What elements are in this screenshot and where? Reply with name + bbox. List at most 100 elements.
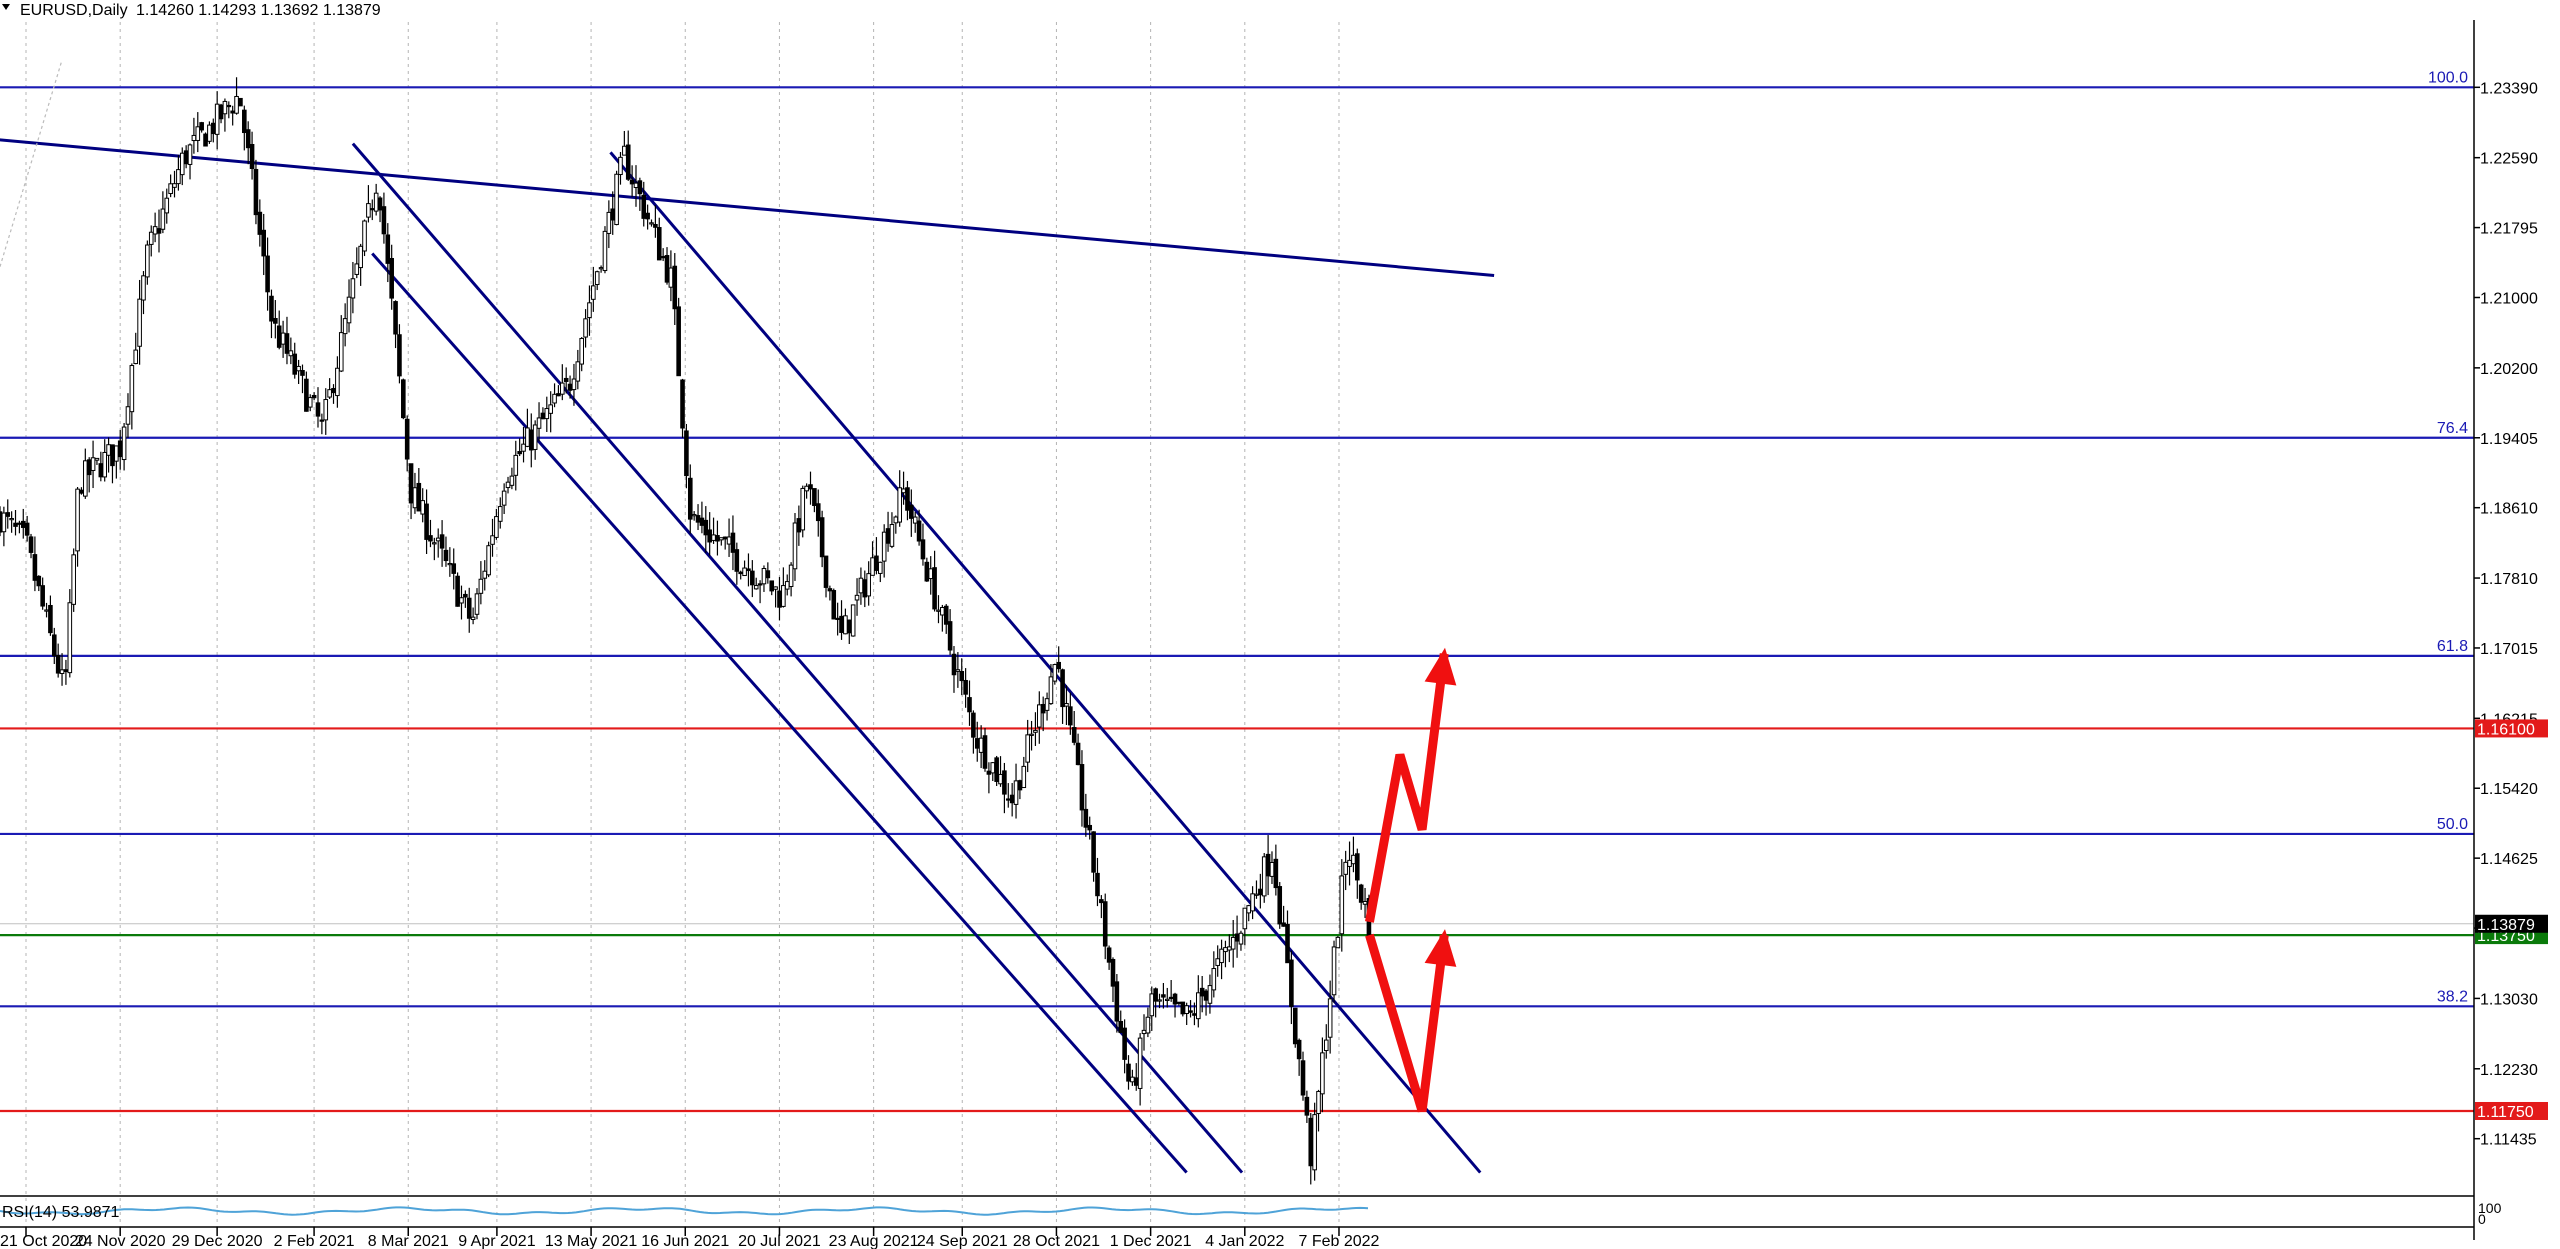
candle [994, 757, 999, 782]
candle [901, 488, 906, 494]
candle [695, 515, 701, 523]
candle [466, 597, 472, 619]
candle [377, 197, 383, 211]
candle [1335, 936, 1341, 949]
level-badge-label: 1.11750 [2477, 1104, 2534, 1121]
candle [1331, 946, 1337, 996]
candle [567, 383, 573, 391]
candle [1013, 780, 1019, 805]
candle [218, 104, 224, 120]
candle [1145, 1016, 1151, 1034]
candle [839, 615, 844, 633]
rsi-line [0, 1206, 1369, 1216]
candle [1199, 987, 1205, 997]
candle [746, 568, 751, 572]
candle [1118, 1020, 1124, 1033]
candle [234, 95, 239, 114]
candle [1091, 831, 1096, 873]
candle [521, 443, 526, 452]
candle [773, 586, 778, 590]
candle [1079, 764, 1085, 811]
price-axis[interactable]: 1.23390 1.22590 1.21795 1.21000 1.20200 1.194… [2474, 80, 2538, 1149]
candle [1269, 861, 1275, 877]
candle [610, 208, 616, 221]
candle [1277, 886, 1283, 925]
candle [1273, 858, 1279, 889]
fib-label: 100.0 [2428, 69, 2468, 86]
candle [924, 561, 930, 582]
candle [1141, 1029, 1147, 1035]
candle [707, 529, 712, 543]
candle [152, 226, 158, 235]
y-tick-label: 1.19405 [2480, 431, 2538, 448]
candle [1304, 1096, 1310, 1116]
candle [48, 604, 53, 634]
y-tick-label: 1.20200 [2480, 361, 2538, 378]
candle [878, 561, 883, 574]
trendlines[interactable] [0, 59, 1495, 1174]
candle [261, 229, 267, 257]
candle [79, 489, 84, 494]
candle [1122, 1027, 1127, 1060]
candle [1040, 703, 1046, 714]
candle [812, 488, 817, 507]
trendline[interactable] [371, 252, 1188, 1174]
candle [121, 426, 127, 461]
candle [354, 263, 360, 275]
x-tick-label: 2 Feb 2021 [274, 1233, 355, 1249]
candle [715, 535, 720, 542]
rsi-pane[interactable]: RSI(14) 53.9871 100 0 [0, 1200, 2502, 1227]
candle [982, 735, 988, 769]
rsi-scale-top: 100 [2478, 1200, 2502, 1216]
candle [338, 332, 344, 372]
candle [439, 534, 445, 549]
x-tick-label: 8 Mar 2021 [368, 1233, 449, 1249]
candle [59, 669, 65, 675]
candle [1281, 922, 1286, 927]
candle [1184, 1005, 1189, 1014]
trendline[interactable] [351, 142, 1244, 1174]
candle [463, 593, 468, 598]
candle [881, 531, 887, 562]
candle [148, 231, 154, 245]
candle [1320, 1052, 1325, 1095]
candle [455, 575, 460, 607]
candle [1037, 704, 1042, 728]
candle [637, 180, 643, 195]
trendline[interactable] [609, 151, 1482, 1174]
candle [358, 245, 363, 269]
candle [1296, 1039, 1302, 1060]
trendline[interactable] [0, 138, 1495, 278]
candle [1339, 875, 1345, 935]
candle [912, 516, 918, 524]
candle [602, 230, 608, 272]
candle [311, 394, 317, 399]
candle [304, 378, 309, 412]
candle [672, 265, 678, 310]
y-tick-label: 1.17810 [2480, 571, 2538, 588]
candle [1126, 1063, 1131, 1082]
candle [614, 173, 619, 226]
candle [591, 285, 596, 300]
candle [556, 393, 561, 397]
candle [183, 150, 189, 165]
candle [757, 583, 763, 586]
candle [777, 590, 782, 608]
candle [513, 454, 519, 476]
candle [141, 275, 146, 301]
candle [1153, 988, 1158, 1002]
scenario-arrowhead [1424, 647, 1457, 686]
candle [544, 408, 550, 420]
candle [936, 609, 941, 612]
candle [381, 206, 387, 235]
candle [548, 404, 553, 414]
candle [1362, 901, 1368, 905]
candle [1234, 933, 1240, 942]
candle [505, 481, 511, 489]
candle [397, 334, 402, 377]
candle [1250, 893, 1255, 912]
collapse-triangle-icon[interactable] [2, 4, 10, 10]
candle [1230, 936, 1236, 950]
